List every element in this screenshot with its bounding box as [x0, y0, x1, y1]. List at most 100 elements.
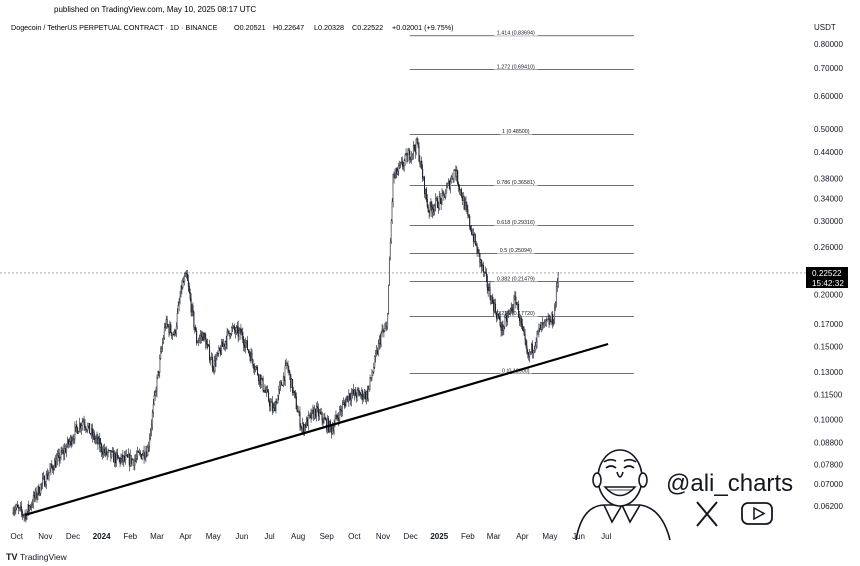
avatar-ear-left	[592, 472, 602, 488]
candle-body	[132, 459, 134, 461]
candle-body	[22, 514, 24, 516]
candle-body	[218, 347, 220, 354]
candle-body	[383, 330, 385, 332]
candle-body	[457, 170, 459, 185]
candle-body	[165, 319, 167, 328]
candle-body	[340, 408, 342, 411]
candle-body	[487, 287, 489, 291]
y-axis: 0.80000 0.70000 0.60000 0.50000 0.44000 0.380…	[814, 40, 843, 511]
candle-body	[222, 343, 224, 347]
candle-body	[344, 402, 346, 407]
candle-body	[190, 298, 192, 313]
tradingview-brand: TradingView	[20, 552, 68, 562]
candle-body	[323, 417, 325, 424]
candle-body	[434, 205, 436, 211]
x-tick-label: Mar	[150, 532, 164, 541]
y-tick-label: 0.15000	[814, 342, 843, 351]
candle-body	[415, 138, 417, 153]
candle-body	[292, 379, 294, 394]
fib-label-bg	[494, 311, 538, 317]
candle-body	[505, 315, 507, 318]
candle-body	[114, 453, 116, 464]
candle-body	[399, 164, 401, 166]
candle-body	[471, 233, 473, 235]
candle-body	[453, 170, 455, 179]
candle-body	[404, 154, 406, 161]
candle-body	[16, 505, 18, 509]
candle-body	[555, 302, 557, 309]
candle-body	[332, 428, 334, 432]
candle-body	[297, 411, 299, 413]
candle-body	[234, 330, 236, 333]
avatar-ear-right	[638, 472, 648, 488]
candle-body	[471, 229, 473, 235]
candle-body	[391, 201, 393, 221]
candle-body	[138, 451, 140, 453]
candle-body	[279, 385, 281, 390]
candle-body	[547, 318, 549, 320]
candle-body	[428, 211, 430, 213]
candle-body	[359, 392, 361, 397]
candle-body	[46, 473, 48, 479]
candle-body	[82, 420, 84, 423]
candle-body	[254, 368, 256, 370]
candle-body	[128, 454, 130, 466]
candle-body	[465, 202, 467, 207]
candle-body	[75, 424, 77, 428]
candle-body	[60, 450, 62, 459]
candle-body	[267, 389, 269, 392]
candle-body	[77, 427, 79, 434]
candle-body	[385, 326, 387, 329]
candle-body	[542, 322, 544, 325]
candle-body	[447, 183, 449, 188]
candle-body	[398, 165, 400, 172]
candle-body	[79, 423, 81, 429]
candle-body	[180, 285, 182, 298]
candle-body	[81, 421, 83, 426]
candle-body	[451, 176, 453, 180]
candle-body	[209, 359, 211, 361]
x-tick-label: Jul	[601, 532, 611, 541]
candle-body	[352, 389, 354, 395]
candle-body	[553, 323, 555, 325]
candle-body	[497, 314, 499, 318]
candle-body	[345, 399, 347, 407]
candle-body	[105, 448, 107, 455]
candle-body	[261, 377, 263, 380]
candle-body	[181, 285, 183, 289]
candle-body	[31, 504, 33, 506]
candle-body	[273, 404, 275, 409]
candle-body	[62, 450, 64, 454]
candle-body	[243, 339, 245, 346]
fib-level-label: 1.272 (0.69410)	[497, 64, 535, 70]
candle-body	[370, 377, 372, 379]
candle-body	[271, 401, 273, 411]
candle-body	[247, 349, 249, 352]
candle-body	[215, 358, 217, 367]
candle-body	[495, 303, 497, 313]
candle-body	[364, 392, 366, 400]
candle-body	[198, 337, 200, 341]
candle-body	[474, 234, 476, 245]
candle-body	[38, 486, 40, 495]
candle-body	[55, 458, 57, 468]
candle-body	[435, 198, 437, 206]
candle-body	[556, 282, 558, 287]
candle-body	[88, 423, 90, 427]
candle-body	[496, 314, 498, 319]
candle-body	[461, 195, 463, 201]
candle-body	[239, 328, 241, 331]
x-tick-label: May	[206, 532, 221, 541]
candle-body	[23, 515, 25, 516]
candle-body	[373, 367, 375, 373]
candle-body	[552, 314, 554, 325]
candle-body	[495, 312, 497, 319]
candle-body	[96, 436, 98, 439]
candle-body	[416, 138, 418, 144]
candle-body	[298, 411, 300, 413]
candle-body	[386, 326, 388, 328]
candle-body	[300, 426, 302, 429]
candle-body	[93, 432, 95, 440]
candle-body	[347, 395, 349, 402]
candle-body	[512, 309, 514, 311]
